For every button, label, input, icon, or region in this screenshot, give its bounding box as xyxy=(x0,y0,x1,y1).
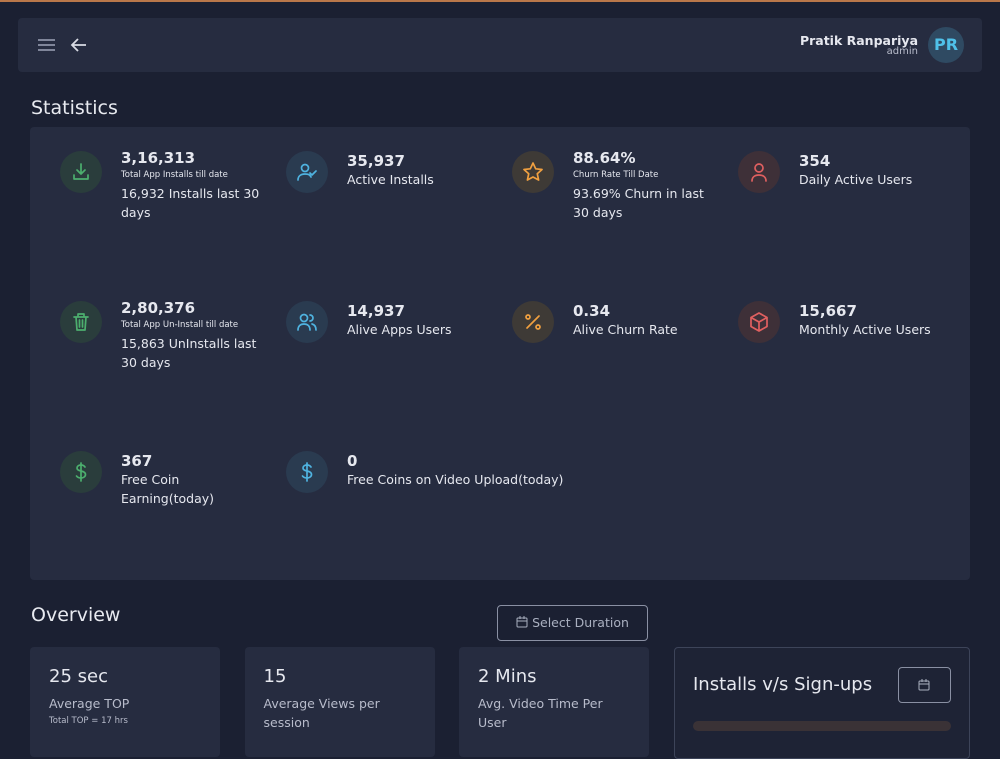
chart-card: Installs v/s Sign-ups xyxy=(674,647,970,759)
overview-card: 25 sec Average TOP Total TOP = 17 hrs xyxy=(30,647,220,757)
icon xyxy=(73,163,89,180)
stat-text: 3,16,313 Total App Installs till date 16,9… xyxy=(121,149,271,222)
stat-label: Free Coins on Video Upload(today) xyxy=(347,472,564,487)
user-name: Pratik Ranpariya xyxy=(799,33,918,48)
chart-date-button[interactable] xyxy=(898,667,951,703)
stat-text: 14,937 Alive Apps Users xyxy=(347,302,497,339)
menu-button[interactable] xyxy=(38,38,56,52)
avatar[interactable]: PR xyxy=(928,27,964,63)
stat-text: 35,937 Active Installs xyxy=(347,152,497,189)
icon xyxy=(73,313,89,331)
user-role: admin xyxy=(886,46,918,57)
stat-label: Daily Active Users xyxy=(799,172,913,187)
card-value: 2 Mins xyxy=(478,666,537,687)
stat-text: 354 Daily Active Users xyxy=(799,152,949,189)
stat-icon xyxy=(512,301,554,343)
stat-text: 88.64% Churn Rate Till Date 93.69% Churn i… xyxy=(573,149,723,222)
icon xyxy=(525,314,541,330)
statistics-panel: 3,16,313 Total App Installs till date 16,9… xyxy=(30,127,970,580)
stat-label: Monthly Active Users xyxy=(799,322,931,337)
icon xyxy=(75,462,87,482)
stat-icon xyxy=(286,451,328,493)
stat-text: 367 Free Coin Earning(today) xyxy=(121,452,271,508)
stat-value: 14,937 xyxy=(347,302,405,320)
icon xyxy=(751,163,767,182)
stat-label: Alive Apps Users xyxy=(347,322,452,337)
calendar-icon xyxy=(516,616,528,628)
stat-label: Total App Installs till date xyxy=(121,170,228,180)
card-note: Total TOP = 17 hrs xyxy=(49,716,128,726)
card-label: Avg. Video Time Per User xyxy=(478,696,603,730)
card-value: 25 sec xyxy=(49,666,108,687)
stat-text: 15,667 Monthly Active Users xyxy=(799,302,949,339)
stat-label: Total App Un-Install till date xyxy=(121,320,239,330)
header-bar: Pratik Ranpariya admin PR xyxy=(18,18,982,72)
stat-value: 354 xyxy=(799,152,831,170)
stat-value: 367 xyxy=(121,452,153,470)
stat-value: 2,80,376 xyxy=(121,299,196,317)
stat-sub: 16,932 Installs last 30 days xyxy=(121,186,260,220)
stat-sub: 15,863 UnInstalls last 30 days xyxy=(121,336,257,370)
stat-icon xyxy=(512,151,554,193)
select-duration-button[interactable]: Select Duration xyxy=(497,605,648,641)
stat-label: Churn Rate Till Date xyxy=(573,170,659,180)
overview-card: 2 Mins Avg. Video Time Per User xyxy=(459,647,649,757)
top-accent xyxy=(0,0,1000,2)
chart-title: Installs v/s Sign-ups xyxy=(693,674,873,695)
card-label: Average Views per session xyxy=(263,696,380,730)
icon xyxy=(297,163,317,181)
loading-bar xyxy=(693,721,951,731)
stat-label: Free Coin Earning(today) xyxy=(121,472,215,506)
stat-icon xyxy=(738,151,780,193)
icon xyxy=(297,313,317,331)
user-info[interactable]: Pratik Ranpariya admin xyxy=(800,33,918,57)
back-button[interactable] xyxy=(70,37,88,53)
stat-icon xyxy=(60,151,102,193)
button-label: Select Duration xyxy=(532,615,629,630)
stat-icon xyxy=(738,301,780,343)
stat-icon xyxy=(286,151,328,193)
stat-icon xyxy=(286,301,328,343)
stat-icon xyxy=(60,451,102,493)
stat-text: 0.34 Alive Churn Rate xyxy=(573,302,723,339)
card-value: 15 xyxy=(263,666,287,687)
stat-label: Active Installs xyxy=(347,172,434,187)
stat-value: 15,667 xyxy=(799,302,857,320)
icon xyxy=(301,462,313,482)
stat-value: 3,16,313 xyxy=(121,149,196,167)
card-label: Average TOP xyxy=(49,696,130,711)
stat-label: Alive Churn Rate xyxy=(573,322,678,337)
icon xyxy=(750,312,768,332)
stat-value: 0.34 xyxy=(573,302,611,320)
stat-value: 88.64% xyxy=(573,149,636,167)
stat-text: 2,80,376 Total App Un-Install till date 15… xyxy=(121,299,271,372)
overview-card: 15 Average Views per session xyxy=(244,647,435,757)
stat-text: 0 Free Coins on Video Upload(today) xyxy=(347,452,607,489)
section-title: Overview xyxy=(31,604,121,626)
stat-value: 0 xyxy=(347,452,358,470)
stat-sub: 93.69% Churn in last 30 days xyxy=(573,186,704,220)
section-title: Statistics xyxy=(31,97,118,119)
calendar-icon xyxy=(918,679,930,691)
stat-icon xyxy=(60,301,102,343)
stat-value: 35,937 xyxy=(347,152,405,170)
icon xyxy=(523,162,543,181)
